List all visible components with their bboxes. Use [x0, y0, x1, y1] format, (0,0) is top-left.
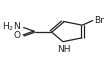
Text: O: O: [14, 31, 21, 40]
Text: H$_2$N: H$_2$N: [2, 21, 21, 33]
Text: Br: Br: [94, 16, 104, 25]
Text: NH: NH: [57, 45, 71, 54]
